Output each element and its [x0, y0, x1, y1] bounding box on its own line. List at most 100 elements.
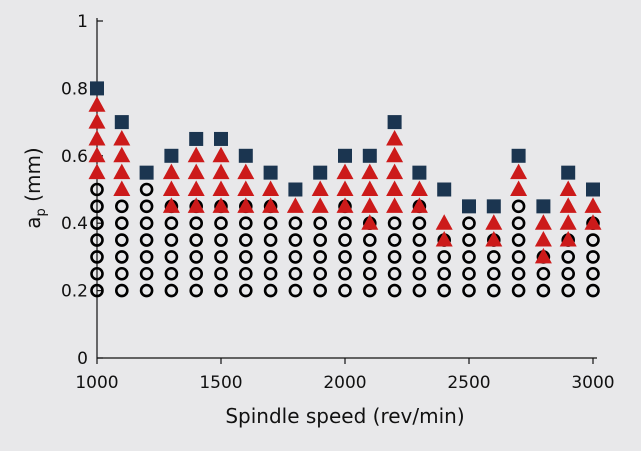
point-circle [164, 233, 179, 247]
point-circle [189, 266, 203, 281]
y-tick-label: 0.6 [61, 147, 88, 167]
point-square [238, 148, 253, 163]
point-triangle [162, 163, 180, 180]
point-circle [90, 233, 104, 247]
point-square [586, 182, 600, 197]
point-triangle [534, 214, 552, 230]
point-square [536, 199, 551, 214]
point-triangle [559, 231, 577, 247]
y-axis-title-unit: (mm) [21, 147, 45, 208]
point-circle [214, 250, 228, 264]
point-square [387, 115, 402, 130]
point-circle [362, 266, 377, 281]
point-circle [586, 250, 600, 264]
point-circle [412, 283, 427, 298]
point-circle [387, 283, 402, 298]
point-circle [412, 233, 427, 247]
point-circle [486, 250, 501, 264]
point-triangle [336, 163, 354, 180]
point-circle [115, 233, 129, 247]
point-triangle [584, 214, 602, 230]
point-circle [115, 199, 129, 214]
point-square [338, 148, 352, 163]
point-circle [387, 266, 402, 281]
point-circle [462, 266, 476, 281]
point-circle [313, 283, 328, 298]
point-circle [511, 250, 526, 264]
point-circle [511, 233, 526, 247]
point-triangle [386, 197, 404, 213]
point-triangle [559, 214, 577, 230]
y-ticks: 0 0.2 0.4 0.6 0.8 1 [61, 12, 103, 369]
point-circle [90, 283, 104, 298]
point-triangle [361, 197, 379, 213]
point-circle [263, 266, 278, 281]
data-points [88, 81, 602, 298]
point-triangle [162, 180, 180, 196]
point-triangle [187, 146, 205, 163]
point-circle [362, 283, 377, 298]
point-circle [90, 216, 104, 230]
point-triangle [510, 163, 528, 180]
point-circle [338, 283, 352, 298]
point-circle [486, 266, 501, 281]
point-circle [214, 266, 228, 281]
point-circle [239, 266, 253, 281]
point-triangle [88, 96, 106, 112]
point-triangle [361, 214, 379, 230]
point-circle [90, 266, 104, 281]
point-circle [139, 199, 154, 214]
point-triangle [534, 231, 552, 247]
point-square [114, 115, 129, 130]
series-circle [90, 182, 600, 298]
series-triangle [88, 96, 602, 264]
point-circle [437, 283, 452, 298]
point-circle [561, 283, 576, 298]
point-circle [338, 250, 352, 264]
point-circle [115, 216, 129, 230]
point-triangle [336, 180, 354, 196]
point-circle [338, 266, 352, 281]
point-square [313, 165, 328, 180]
point-triangle [162, 197, 180, 213]
y-axis-title-subscript: p [34, 208, 49, 216]
point-circle [239, 233, 253, 247]
series-square [90, 81, 600, 214]
point-circle [139, 182, 154, 197]
point-triangle [187, 163, 205, 180]
point-triangle [311, 197, 329, 213]
point-circle [239, 283, 253, 298]
point-circle [263, 233, 278, 247]
y-tick-label: 1 [77, 12, 88, 32]
point-circle [139, 216, 154, 230]
x-tick-label: 2000 [323, 373, 366, 393]
point-square [437, 182, 452, 197]
point-triangle [286, 197, 304, 213]
point-circle [189, 250, 203, 264]
point-circle [387, 216, 402, 230]
point-circle [239, 250, 253, 264]
x-tick-label: 1500 [199, 373, 242, 393]
point-triangle [237, 197, 255, 213]
point-square [288, 182, 303, 197]
point-triangle [336, 197, 354, 213]
point-circle [263, 250, 278, 264]
point-circle [462, 283, 476, 298]
point-square [263, 165, 278, 180]
point-triangle [559, 180, 577, 196]
y-axis-title-symbol: a [21, 216, 45, 228]
point-circle [561, 266, 576, 281]
point-circle [115, 250, 129, 264]
y-axis-title: ap (mm) [21, 147, 49, 228]
point-square [139, 165, 154, 180]
point-triangle [212, 163, 230, 180]
point-circle [586, 283, 600, 298]
point-triangle [386, 129, 404, 146]
point-triangle [88, 129, 106, 146]
point-triangle [361, 180, 379, 196]
axes [96, 18, 597, 359]
point-circle [189, 283, 203, 298]
point-circle [239, 216, 253, 230]
point-triangle [386, 163, 404, 180]
point-circle [214, 233, 228, 247]
